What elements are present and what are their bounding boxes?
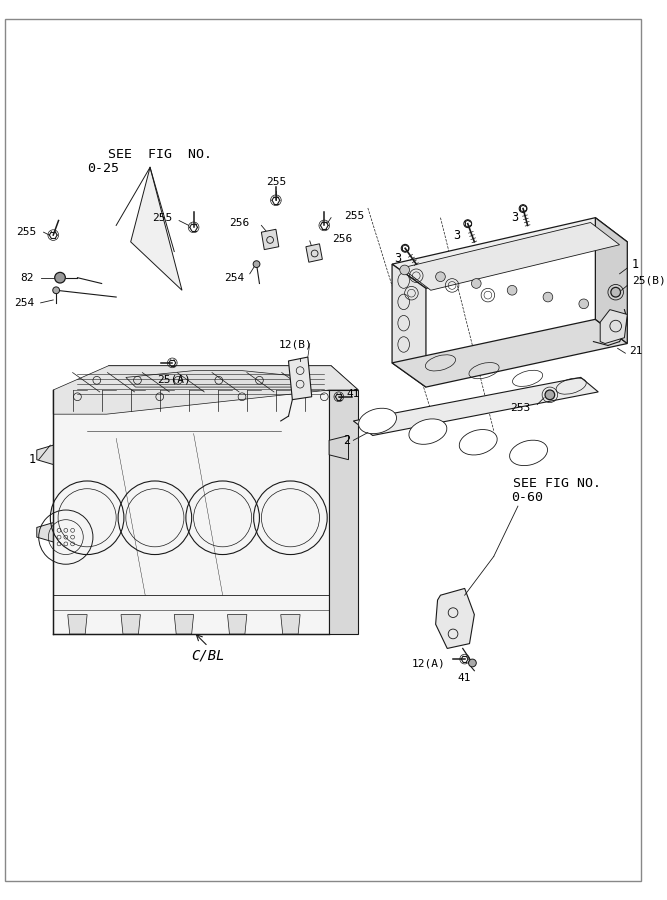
Polygon shape — [121, 615, 140, 634]
Text: 253: 253 — [510, 403, 530, 413]
Text: 3: 3 — [511, 212, 518, 224]
Text: 25(A): 25(A) — [157, 374, 191, 384]
Ellipse shape — [359, 409, 396, 434]
Circle shape — [472, 279, 481, 288]
Polygon shape — [37, 523, 53, 542]
Text: 0-60: 0-60 — [511, 491, 543, 504]
Text: 254: 254 — [223, 273, 244, 283]
Text: 21: 21 — [629, 346, 643, 356]
Polygon shape — [126, 371, 309, 387]
Polygon shape — [131, 167, 182, 291]
Text: 0-25: 0-25 — [87, 161, 119, 175]
Text: 25(B): 25(B) — [632, 275, 666, 285]
Polygon shape — [392, 218, 627, 288]
Polygon shape — [53, 390, 329, 634]
Circle shape — [468, 659, 476, 667]
Polygon shape — [329, 390, 358, 634]
Text: 12(A): 12(A) — [412, 658, 446, 668]
Text: 3: 3 — [395, 252, 402, 265]
Text: 255: 255 — [344, 211, 364, 220]
Polygon shape — [306, 244, 322, 262]
Polygon shape — [174, 615, 193, 634]
Text: SEE FIG NO.: SEE FIG NO. — [513, 477, 601, 490]
Text: 41: 41 — [458, 672, 472, 683]
Polygon shape — [53, 365, 358, 414]
Text: SEE  FIG  NO.: SEE FIG NO. — [109, 148, 212, 161]
Polygon shape — [392, 320, 627, 387]
Circle shape — [400, 266, 410, 274]
Ellipse shape — [409, 418, 447, 445]
Polygon shape — [261, 230, 279, 249]
Circle shape — [436, 272, 446, 282]
Polygon shape — [392, 264, 426, 387]
Text: C/BL: C/BL — [191, 649, 225, 662]
Polygon shape — [281, 615, 300, 634]
Polygon shape — [289, 357, 311, 400]
Text: 1: 1 — [631, 257, 638, 271]
Polygon shape — [227, 615, 247, 634]
Text: 256: 256 — [332, 234, 352, 244]
Ellipse shape — [510, 440, 548, 465]
Text: 2: 2 — [344, 434, 350, 446]
Text: 256: 256 — [229, 218, 249, 228]
Polygon shape — [600, 310, 627, 344]
Circle shape — [253, 261, 260, 267]
Text: 3: 3 — [453, 229, 460, 241]
Polygon shape — [109, 365, 358, 390]
Text: 41: 41 — [347, 389, 360, 399]
Polygon shape — [354, 377, 598, 436]
Polygon shape — [596, 218, 627, 344]
Polygon shape — [402, 222, 620, 291]
Circle shape — [579, 299, 588, 309]
Circle shape — [55, 273, 65, 283]
Polygon shape — [436, 589, 474, 649]
Circle shape — [508, 285, 517, 295]
Circle shape — [53, 287, 59, 293]
Text: 82: 82 — [21, 273, 34, 283]
Polygon shape — [329, 436, 348, 460]
Polygon shape — [68, 615, 87, 634]
Text: 254: 254 — [13, 298, 34, 308]
Text: 1: 1 — [29, 454, 35, 466]
Circle shape — [543, 292, 553, 302]
Text: 255: 255 — [17, 227, 37, 238]
Polygon shape — [37, 446, 53, 464]
Text: 255: 255 — [265, 176, 286, 186]
Ellipse shape — [460, 429, 497, 455]
Circle shape — [611, 287, 620, 297]
Circle shape — [545, 390, 555, 400]
Text: 12(B): 12(B) — [278, 339, 312, 349]
Text: 255: 255 — [152, 212, 172, 222]
